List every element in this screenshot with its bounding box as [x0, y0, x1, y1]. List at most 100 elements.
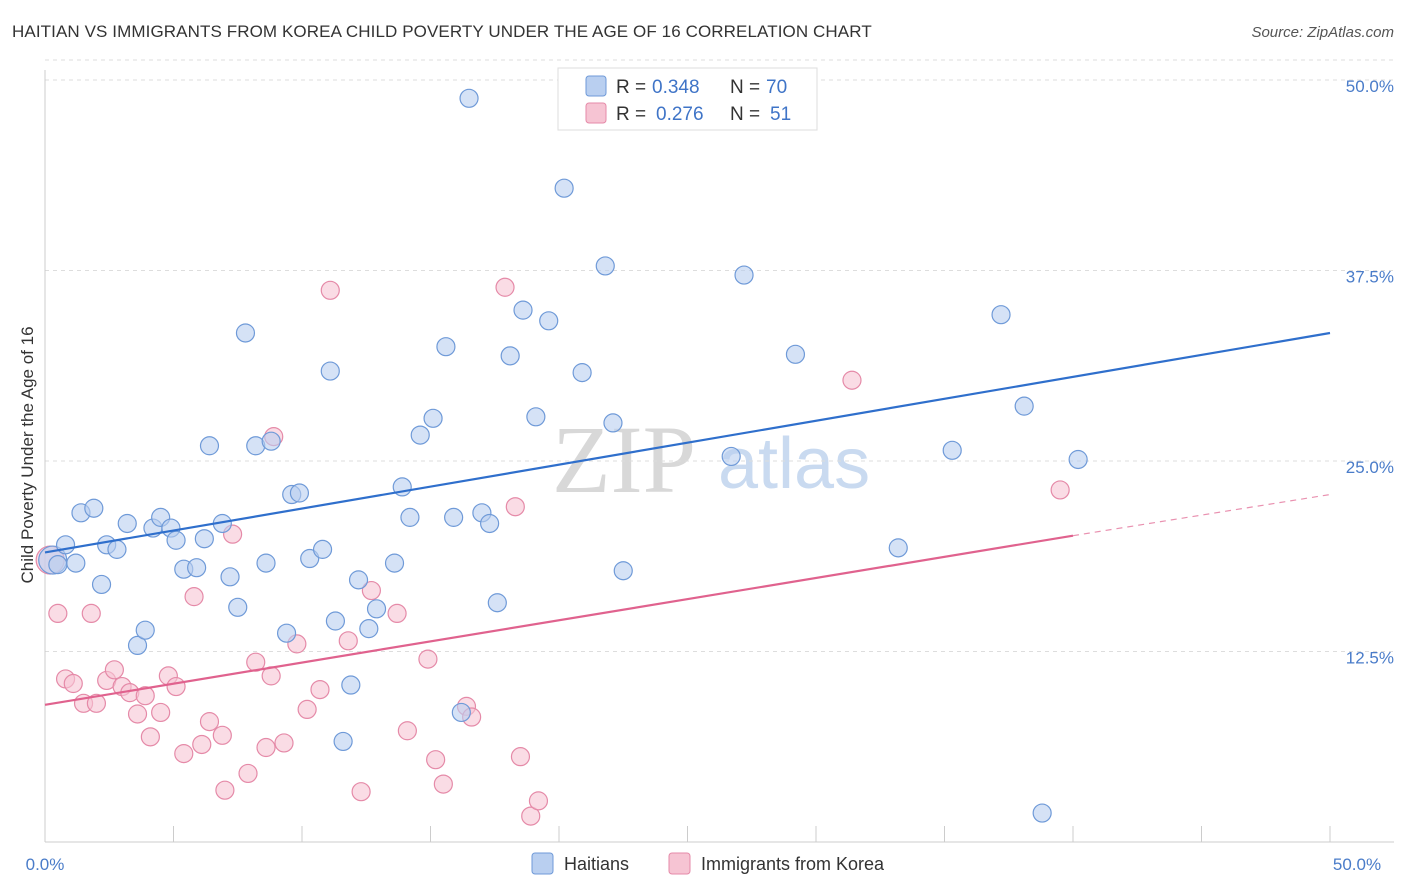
- y-axis-label: Child Poverty Under the Age of 16: [18, 326, 37, 583]
- haitian-point: [366, 599, 387, 619]
- bottom-legend-swatch-korea: [668, 852, 691, 875]
- haitian-point: [1032, 803, 1052, 823]
- korea-point: [274, 733, 294, 753]
- haitian-point: [451, 702, 471, 723]
- legend-n-label-haitians: N =: [730, 77, 760, 98]
- haitian-point: [320, 361, 340, 381]
- haitian-point: [289, 483, 310, 503]
- legend-n-value-korea: 51: [770, 104, 791, 125]
- legend-n-value-haitians: 70: [766, 77, 787, 98]
- y-tick-label: 12.5%: [1346, 649, 1394, 668]
- korea-point: [433, 774, 453, 794]
- x-axis-ticks: [44, 826, 1331, 842]
- korea-point: [215, 780, 235, 800]
- haitian-point: [325, 611, 346, 631]
- legend-n-label-korea: N =: [730, 104, 760, 125]
- haitian-point: [235, 323, 256, 343]
- korea-point: [140, 727, 160, 747]
- korea-point: [310, 679, 330, 700]
- korea-point: [1050, 480, 1070, 500]
- trend-lines: [44, 331, 1331, 706]
- korea-point: [505, 497, 525, 517]
- korea-point: [351, 782, 371, 802]
- korea-point: [81, 603, 101, 624]
- trend-line-haitians: [44, 331, 1331, 554]
- korea-point: [397, 721, 417, 741]
- korea-point: [199, 712, 220, 732]
- korea-point: [842, 370, 862, 390]
- haitian-point: [84, 498, 104, 518]
- haitian-point: [276, 623, 297, 643]
- haitian-point: [341, 675, 361, 695]
- haitian-point: [785, 344, 806, 364]
- haitian-point: [348, 570, 369, 590]
- haitian-point: [595, 256, 615, 276]
- haitian-point: [127, 635, 148, 656]
- haitian-point: [603, 413, 623, 433]
- axes: [44, 70, 1394, 843]
- haitian-point: [107, 539, 127, 559]
- legend-swatch-korea: [585, 102, 607, 124]
- haitian-point: [480, 513, 500, 534]
- haitian-point: [66, 553, 86, 573]
- korea-point: [63, 673, 83, 694]
- korea-point: [510, 747, 531, 767]
- source-label: Source: ZipAtlas.com: [1251, 24, 1394, 41]
- korea-point: [192, 734, 212, 755]
- korea-point: [184, 587, 204, 607]
- haitian-point: [256, 553, 276, 573]
- haitian-point: [513, 300, 533, 320]
- series-korea-points: [35, 277, 1070, 826]
- legend-r-value-haitians: 0.348: [652, 77, 700, 98]
- korea-point: [174, 744, 194, 764]
- y-tick-label: 25.0%: [1346, 458, 1394, 477]
- haitian-point: [459, 88, 479, 108]
- haitian-point: [991, 305, 1011, 325]
- haitian-point: [613, 561, 633, 581]
- haitian-point: [888, 538, 908, 558]
- korea-point: [104, 660, 124, 680]
- haitian-point: [410, 425, 430, 445]
- haitian-point: [526, 407, 546, 427]
- haitian-point: [384, 553, 405, 573]
- haitian-point: [942, 440, 962, 460]
- legend-swatch-haitians: [585, 75, 607, 97]
- korea-point: [528, 791, 549, 811]
- korea-point: [320, 280, 340, 300]
- haitian-point: [1014, 396, 1034, 416]
- series-legend: Haitians Immigrants from Korea: [531, 852, 885, 875]
- haitian-point: [48, 555, 68, 575]
- korea-point: [361, 580, 381, 601]
- watermark-atlas: atlas: [718, 424, 870, 504]
- korea-point: [212, 725, 232, 745]
- haitian-point: [199, 436, 220, 456]
- bottom-legend-swatch-haitians: [531, 852, 554, 875]
- haitian-point: [400, 507, 420, 527]
- korea-point: [297, 699, 317, 720]
- haitian-point: [333, 731, 353, 752]
- korea-point: [387, 603, 407, 624]
- haitian-point: [135, 620, 155, 640]
- y-axis-tick-labels: 12.5% 25.0% 37.5% 50.0%: [1346, 77, 1394, 668]
- haitian-point: [500, 346, 520, 366]
- korea-point: [127, 704, 148, 724]
- haitian-point: [423, 408, 443, 428]
- bottom-legend-label-korea: Immigrants from Korea: [701, 854, 885, 874]
- x-tick-label-min: 0.0%: [26, 855, 65, 874]
- haitian-point: [187, 558, 207, 578]
- korea-point: [48, 603, 68, 624]
- korea-point: [135, 686, 155, 706]
- haitian-point: [487, 593, 507, 613]
- haitian-point: [721, 446, 741, 467]
- korea-point: [426, 750, 446, 770]
- korea-point: [86, 693, 107, 713]
- legend-r-label-haitians: R =: [616, 77, 646, 98]
- haitian-point: [436, 337, 456, 357]
- korea-point: [495, 277, 515, 297]
- legend-r-label-korea: R =: [616, 104, 646, 125]
- y-tick-label: 37.5%: [1346, 268, 1394, 287]
- korea-point: [151, 702, 171, 723]
- legend-r-value-korea: 0.276: [656, 104, 704, 125]
- haitian-point: [228, 597, 248, 617]
